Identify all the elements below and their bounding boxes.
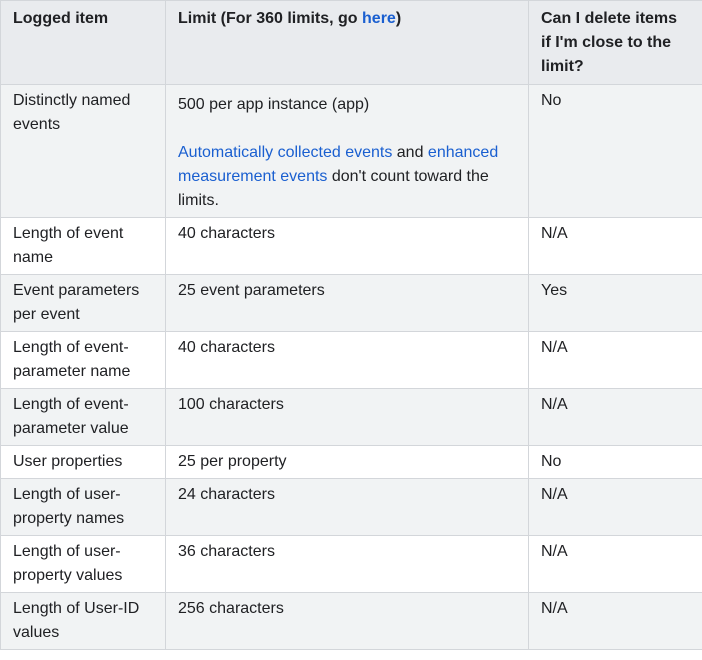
cell-limit: 256 characters xyxy=(165,592,529,650)
table-rows: Length of event name 40 characters N/A Even… xyxy=(0,217,702,650)
cell-item: Length of event-parameter value xyxy=(0,388,166,446)
table-row: Length of event-parameter value 100 chara… xyxy=(0,388,702,446)
cell-limit: 25 per property xyxy=(165,445,529,479)
cell-item: Event parameters per event xyxy=(0,274,166,332)
cell-can-delete: N/A xyxy=(528,592,702,650)
table-row: User properties 25 per property No xyxy=(0,445,702,479)
header-logged-item: Logged item xyxy=(0,0,166,85)
cell-can-delete: N/A xyxy=(528,535,702,593)
auto-collected-events-link[interactable]: Automatically collected events xyxy=(178,144,393,161)
table-row: Length of User-ID values 256 characters N/… xyxy=(0,592,702,650)
cell-limit: 36 characters xyxy=(165,535,529,593)
limit-value: 500 per app instance (app) xyxy=(178,96,370,113)
note-rest: don't count toward the limits. xyxy=(178,168,489,209)
cell-item: Length of event-parameter name xyxy=(0,331,166,389)
cell-can-delete: N/A xyxy=(528,331,702,389)
cell-limit: 100 characters xyxy=(165,388,529,446)
cell-can-delete: No xyxy=(528,84,702,218)
cell-limit: 24 characters xyxy=(165,478,529,536)
cell-item: Length of event name xyxy=(0,217,166,275)
table-row: Event parameters per event 25 event param… xyxy=(0,274,702,332)
header-limit-suffix: ) xyxy=(395,10,402,27)
cell-limit: 40 characters xyxy=(165,331,529,389)
cell-can-delete: N/A xyxy=(528,217,702,275)
cell-item: Distinctly named events xyxy=(0,84,166,218)
enhanced-measurement-link[interactable]: enhanced measurement events xyxy=(178,144,499,185)
cell-item: Length of User-ID values xyxy=(0,592,166,650)
note-and: and xyxy=(392,144,428,161)
limit-note: Automatically collected events and enhan… xyxy=(178,144,498,209)
table-row: Length of event name 40 characters N/A xyxy=(0,217,702,275)
table-row-distinct-events: Distinctly named events 500 per app inst… xyxy=(0,84,702,218)
table-row: Length of event-parameter name 40 charact… xyxy=(0,331,702,389)
cell-item: Length of user-property values xyxy=(0,535,166,593)
cell-item: Length of user-property names xyxy=(0,478,166,536)
header-row: Logged item Limit (For 360 limits, go he… xyxy=(0,0,702,85)
cell-limit: 40 characters xyxy=(165,217,529,275)
here-link[interactable]: here xyxy=(362,10,396,27)
cell-item: User properties xyxy=(0,445,166,479)
table-row: Length of user-property names 24 characte… xyxy=(0,478,702,536)
cell-can-delete: N/A xyxy=(528,478,702,536)
cell-can-delete: Yes xyxy=(528,274,702,332)
header-can-delete: Can I delete items if I'm close to the l… xyxy=(528,0,702,85)
header-limit-prefix: Limit (For 360 limits, go xyxy=(178,10,363,27)
table-row: Length of user-property values 36 charact… xyxy=(0,535,702,593)
cell-can-delete: N/A xyxy=(528,388,702,446)
cell-limit: 500 per app instance (app) Automatically… xyxy=(165,84,529,218)
cell-limit: 25 event parameters xyxy=(165,274,529,332)
header-limit: Limit (For 360 limits, go here) xyxy=(165,0,529,85)
cell-can-delete: No xyxy=(528,445,702,479)
